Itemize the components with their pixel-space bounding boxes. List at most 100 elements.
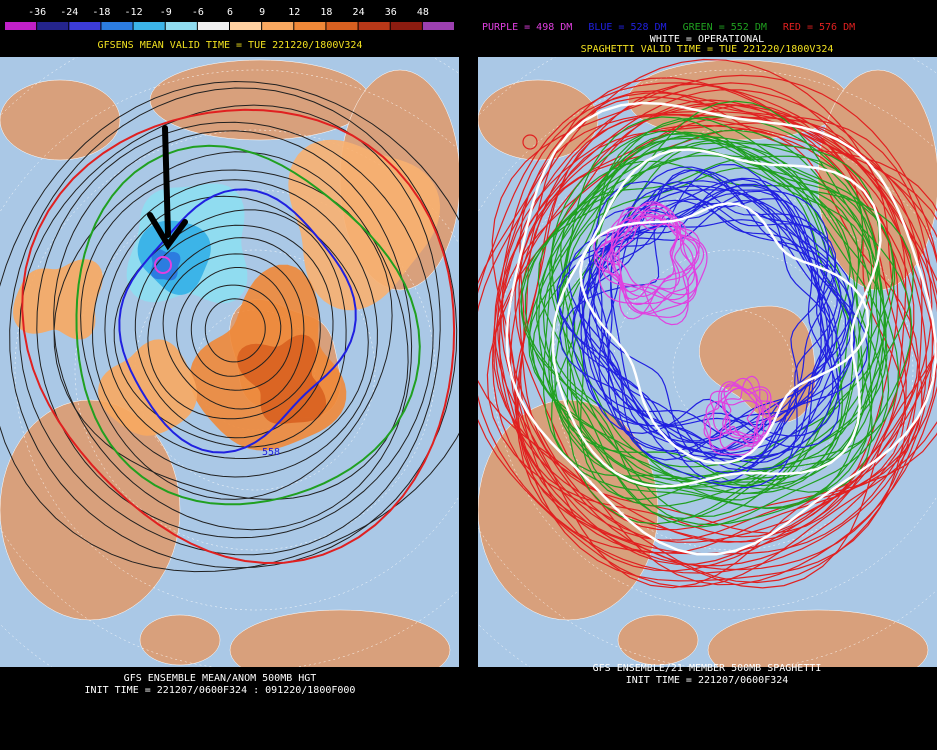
contour xyxy=(113,209,347,448)
graticule xyxy=(672,309,794,431)
spaghetti xyxy=(554,166,854,490)
land xyxy=(229,609,451,667)
colorbar-label: 24 xyxy=(353,7,365,18)
spaghetti xyxy=(721,375,780,440)
contour xyxy=(9,87,458,569)
land xyxy=(707,609,929,667)
spaghetti xyxy=(703,377,764,442)
right-map xyxy=(478,57,937,667)
spaghetti xyxy=(529,137,890,528)
colorbar-label: -6 xyxy=(192,7,204,18)
left-map: 558 xyxy=(0,57,459,667)
spaghetti xyxy=(593,206,681,293)
spaghetti xyxy=(550,157,856,495)
spaghetti xyxy=(493,99,912,543)
graticule xyxy=(14,129,459,611)
spaghetti xyxy=(579,202,870,465)
legend-entry: RED = 576 DM xyxy=(783,22,855,33)
contour xyxy=(204,298,266,363)
contour xyxy=(134,224,334,439)
spaghetti xyxy=(522,134,538,150)
contour xyxy=(80,169,393,500)
colorbar-label: 36 xyxy=(385,7,397,18)
spaghetti xyxy=(551,148,882,488)
colorbar-label: 18 xyxy=(320,7,332,18)
graticule xyxy=(74,189,436,551)
spaghetti xyxy=(520,140,864,487)
spaghetti xyxy=(595,213,699,320)
contour xyxy=(104,195,369,460)
spaghetti xyxy=(518,104,915,534)
spaghetti xyxy=(578,185,842,455)
colorbar-swatch xyxy=(133,22,165,30)
anomaly xyxy=(237,334,326,424)
arrow xyxy=(147,125,188,251)
spaghetti xyxy=(618,215,708,315)
spaghetti xyxy=(607,219,837,452)
colorbar-swatch xyxy=(358,22,390,30)
contour xyxy=(18,104,441,556)
right-footer: INIT TIME = 221207/0600F324 xyxy=(626,675,789,686)
spaghetti xyxy=(500,89,923,571)
contour xyxy=(36,121,434,539)
colorbar-label: -9 xyxy=(160,7,172,18)
contour xyxy=(190,284,282,377)
colorbar-swatch xyxy=(165,22,197,30)
contour-528 xyxy=(118,188,357,454)
spaghetti xyxy=(610,185,834,458)
legend-entry: BLUE = 528 DM xyxy=(588,22,666,33)
spaghetti xyxy=(496,83,937,582)
colorbar-swatch xyxy=(422,22,454,30)
spaghetti xyxy=(505,101,937,556)
contour-498 xyxy=(154,256,172,274)
legend-white: WHITE = OPERATIONAL xyxy=(650,34,764,45)
colorbar-label: -18 xyxy=(92,7,110,18)
spaghetti xyxy=(528,133,887,518)
colorbar: -36 -24 -18 -12 -9 -6 6 9 12 18 24 36 48 xyxy=(5,7,454,30)
left-footer: INIT TIME = 221207/0600F324 : 091220/180… xyxy=(85,685,356,696)
colorbar-swatch xyxy=(101,22,133,30)
spaghetti xyxy=(583,199,842,464)
right-title: SPAGHETTI VALID TIME = TUE 221220/1800V3… xyxy=(581,44,834,55)
spaghetti xyxy=(719,387,772,451)
spaghetti xyxy=(478,82,937,588)
contour xyxy=(53,130,413,531)
right-footer: GFS ENSEMBLE/21 MEMBER 500MB SPAGHETTI xyxy=(593,663,822,674)
colorbar-label: -12 xyxy=(125,7,143,18)
land xyxy=(617,614,699,666)
spaghetti xyxy=(712,387,764,436)
legend-entry: GREEN = 552 DM xyxy=(683,22,767,33)
spaghetti xyxy=(594,180,869,483)
colorbar-label: 48 xyxy=(417,7,429,18)
left-footer: GFS ENSEMBLE MEAN/ANOM 500MB HGT xyxy=(124,673,317,684)
contour-576 xyxy=(21,108,456,565)
contour xyxy=(0,80,459,573)
contour xyxy=(162,253,305,410)
contour xyxy=(176,267,293,391)
colorbar-label: 6 xyxy=(227,7,233,18)
spaghetti xyxy=(557,169,827,461)
colorbar-label: -24 xyxy=(60,7,78,18)
colorbar-label: 12 xyxy=(288,7,300,18)
colorbar-swatch xyxy=(294,22,326,30)
contour-label: 558 xyxy=(262,447,280,458)
colorbar-swatch xyxy=(390,22,422,30)
spaghetti xyxy=(556,163,838,489)
legend-entry: PURPLE = 498 DM xyxy=(482,22,572,33)
land xyxy=(139,614,221,666)
colorbar-swatch xyxy=(5,22,37,30)
left-title: GFSENS MEAN VALID TIME = TUE 221220/1800… xyxy=(98,40,363,51)
spaghetti xyxy=(508,102,907,543)
colorbar-swatch xyxy=(37,22,69,30)
spaghetti xyxy=(588,183,856,460)
spaghetti xyxy=(491,92,933,555)
spaghetti xyxy=(583,180,829,452)
land xyxy=(0,79,121,161)
colorbar-label: -36 xyxy=(28,7,46,18)
spaghetti xyxy=(598,189,840,437)
greenland xyxy=(699,305,816,423)
contour-552 xyxy=(75,144,421,506)
spaghetti xyxy=(516,128,919,538)
